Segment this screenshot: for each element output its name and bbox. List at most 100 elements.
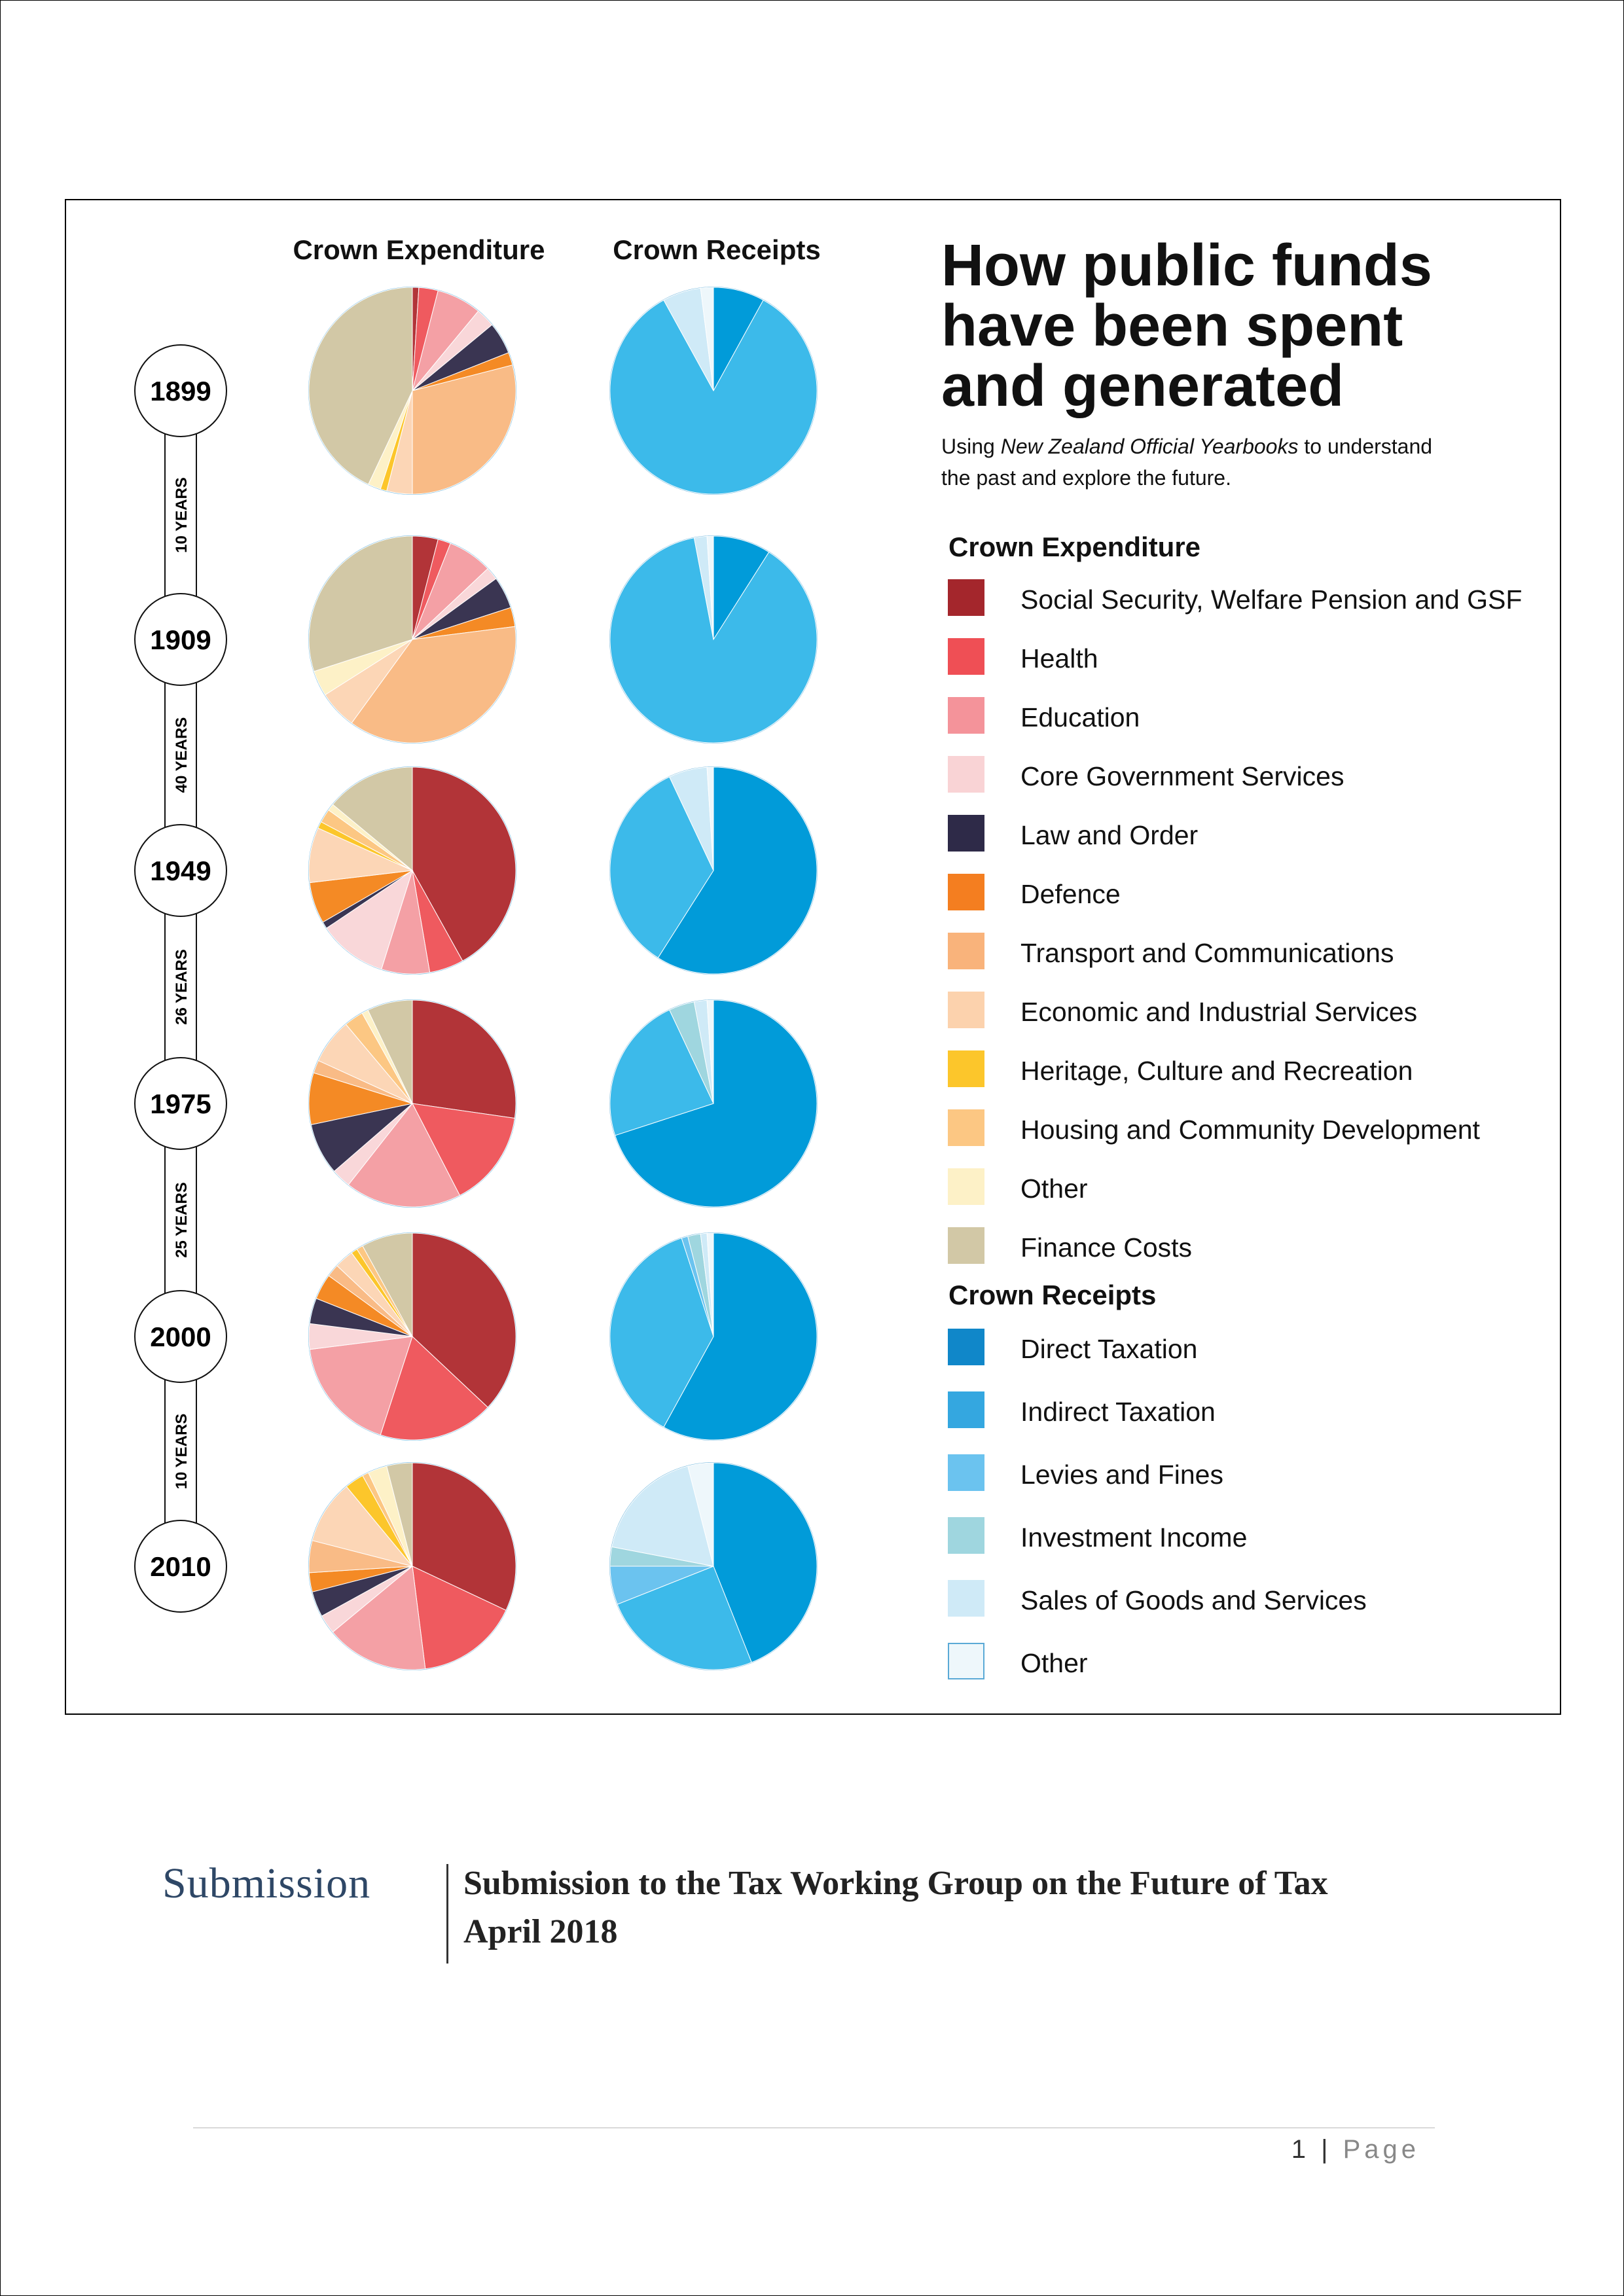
- page-title: How public funds have been spent and gen…: [941, 236, 1432, 416]
- legend-swatch: [948, 638, 984, 675]
- timeline-node: [134, 824, 227, 917]
- pie-slice-indirect-taxation: [609, 537, 818, 744]
- receipts-pie-1909: [609, 535, 818, 744]
- legend-receipts-title: Crown Receipts: [948, 1280, 1157, 1310]
- pie-slice-indirect-taxation: [617, 1566, 752, 1670]
- expenditure-pie-1975: [308, 999, 516, 1208]
- legend-swatch: [948, 697, 984, 734]
- timeline-year-label: 1909: [150, 624, 211, 655]
- legend-label: Indirect Taxation: [1020, 1397, 1216, 1427]
- subtitle-text: Using: [941, 435, 1001, 458]
- timeline-gap-label: 40 YEARS: [173, 717, 190, 793]
- legend-swatch: [948, 815, 984, 852]
- expenditure-pie-1949: [308, 766, 516, 975]
- legend-label: Finance Costs: [1020, 1232, 1193, 1263]
- timeline-year-label: 2000: [150, 1321, 211, 1352]
- infographic-frame: [65, 199, 1561, 1715]
- timeline: 1899 1909 1949 1975 2000 2010 10 YEARS 40 YEARS…: [134, 344, 227, 1613]
- legend-label: Education: [1020, 702, 1140, 732]
- submission-title: Submission to the Tax Working Group on t…: [463, 1865, 1328, 1902]
- pie-slice-social-security-welfare-pension-and-gsf: [412, 1462, 516, 1611]
- pie-slice-economic-and-industrial-services: [312, 1486, 414, 1567]
- pie-slice-sales-of-goods-and-services: [611, 1465, 714, 1567]
- timeline-node: [134, 593, 227, 686]
- receipts-column-header: Crown Receipts: [613, 234, 821, 265]
- legend-swatch: [948, 874, 984, 910]
- legend-swatch: [948, 1227, 984, 1264]
- footer-rule: [193, 2127, 1435, 2128]
- subtitle: Using New Zealand Official Yearbooks to …: [941, 431, 1432, 493]
- pie-slice-other: [706, 1232, 714, 1337]
- title-line-3: and generated: [941, 353, 1344, 419]
- pie-slice-health: [412, 1566, 507, 1670]
- pie-slice-finance-costs: [308, 287, 413, 485]
- pie-layer: [308, 287, 818, 1670]
- timeline-year-label: 1975: [150, 1088, 211, 1119]
- receipts-pie-2000: [609, 1232, 818, 1441]
- legend-swatch: [948, 1643, 984, 1679]
- legend-label: Other: [1020, 1648, 1088, 1678]
- pie-slice-indirect-taxation: [609, 776, 714, 959]
- timeline-gap-label: 10 YEARS: [173, 1414, 190, 1490]
- subtitle-emphasis: New Zealand Official Yearbooks: [1000, 435, 1299, 458]
- expenditure-column-header: Crown Expenditure: [293, 234, 545, 265]
- pie-slice-finance-costs: [362, 1232, 413, 1337]
- receipts-pie-1975: [609, 999, 818, 1208]
- pie-slice-other: [706, 999, 714, 1104]
- legend-label: Health: [1020, 643, 1098, 673]
- pie-slice-core-government-services: [326, 869, 413, 970]
- pie-slice-social-security-welfare-pension-and-gsf: [412, 1232, 516, 1408]
- timeline-year-label: 1949: [150, 855, 211, 886]
- pie-slice-finance-costs: [367, 999, 413, 1104]
- page-number-value: 1: [1291, 2135, 1310, 2164]
- legend-expenditure-title: Crown Expenditure: [948, 531, 1201, 562]
- submission-date: April 2018: [463, 1913, 618, 1950]
- receipts-pie-2010: [609, 1462, 818, 1670]
- subtitle-line-2: the past and explore the future.: [941, 466, 1231, 490]
- timeline-gap-label: 10 YEARS: [173, 477, 190, 553]
- timeline-node: [134, 1057, 227, 1150]
- pie-slice-finance-costs: [386, 1462, 413, 1567]
- expenditure-pie-2000: [308, 1232, 516, 1441]
- legend-label: Defence: [1020, 879, 1121, 909]
- legend-label: Heritage, Culture and Recreation: [1020, 1056, 1413, 1086]
- legend-swatch: [948, 756, 984, 793]
- subtitle-line-1: Using New Zealand Official Yearbooks to …: [941, 431, 1432, 462]
- page-number: 1 | Page: [1291, 2135, 1420, 2164]
- title-line-1: How public funds: [941, 233, 1432, 298]
- pie-slice-economic-and-industrial-services: [308, 827, 414, 884]
- pie-slice-direct-taxation: [713, 1462, 818, 1663]
- pie-slice-indirect-taxation: [609, 1009, 714, 1136]
- legend-label: Direct Taxation: [1020, 1334, 1198, 1364]
- legend-label: Law and Order: [1020, 820, 1199, 850]
- timeline-node: [134, 1290, 227, 1383]
- pie-slice-other: [687, 1462, 714, 1567]
- legend-label: Social Security, Welfare Pension and GSF: [1020, 584, 1523, 615]
- legend-swatch: [948, 992, 984, 1028]
- timeline-year-label: 1899: [150, 376, 211, 406]
- legend-swatch: [948, 1517, 984, 1554]
- legend-label: Transport and Communications: [1020, 938, 1394, 968]
- timeline-node: [134, 1520, 227, 1613]
- legend-swatch: [948, 1109, 984, 1146]
- timeline-node: [134, 344, 227, 437]
- legend-swatch: [948, 579, 984, 616]
- receipts-pie-1899: [609, 287, 818, 495]
- expenditure-pie-1909: [308, 535, 516, 744]
- legend-swatch: [948, 1391, 984, 1428]
- legend-swatch: [948, 1329, 984, 1365]
- legend-label: Sales of Goods and Services: [1020, 1585, 1367, 1615]
- page-separator: |: [1321, 2135, 1332, 2164]
- pie-slice-other: [700, 287, 714, 391]
- pie-slice-direct-taxation: [713, 535, 770, 641]
- legend-label: Other: [1020, 1174, 1088, 1204]
- pie-slice-transport-and-communications: [351, 626, 516, 744]
- subtitle-text: to understand: [1298, 435, 1433, 458]
- pie-slice-social-security-welfare-pension-and-gsf: [412, 999, 516, 1119]
- legend-label: Core Government Services: [1020, 761, 1344, 791]
- title-line-2: have been spent: [941, 293, 1403, 359]
- pie-slice-direct-taxation: [657, 766, 818, 975]
- legend-swatch: [948, 1454, 984, 1491]
- legend-swatch: [948, 1580, 984, 1617]
